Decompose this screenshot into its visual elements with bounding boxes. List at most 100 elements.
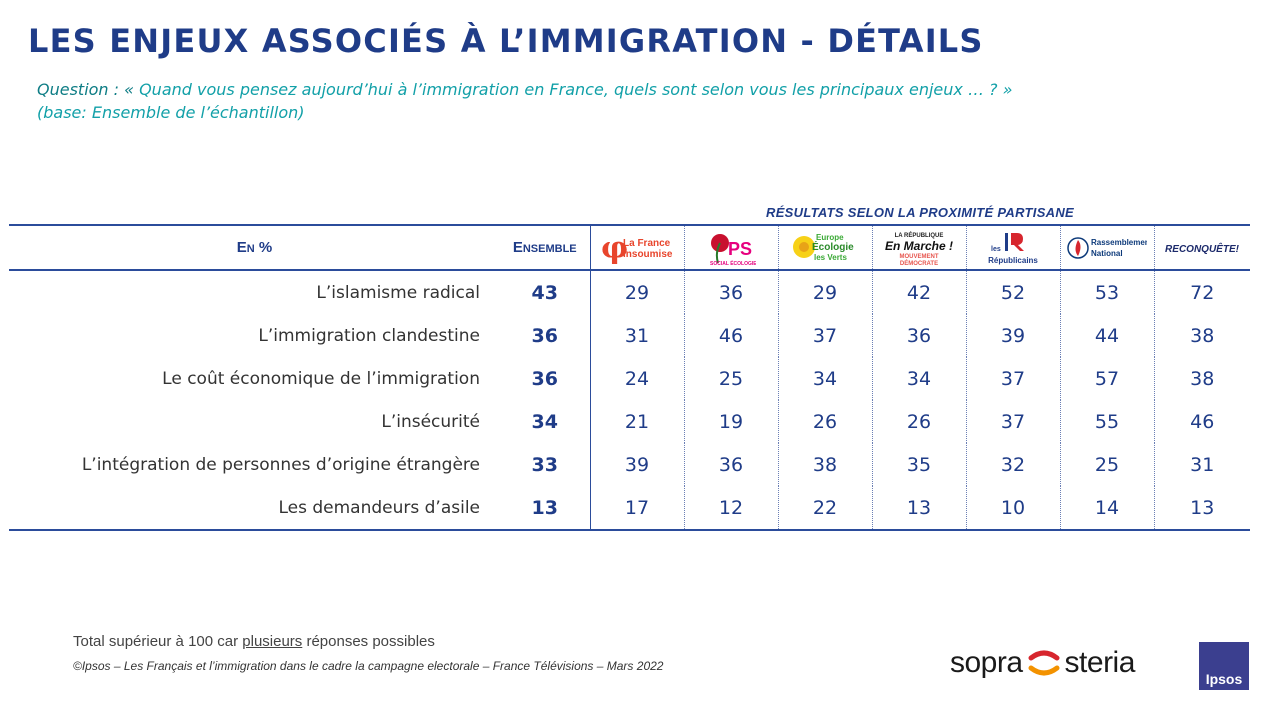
- question-text: Quand vous pensez aujourd’hui à l’immigr…: [134, 80, 1013, 99]
- cell-ps: 25: [683, 357, 778, 400]
- steria-wordmark: steria: [1064, 646, 1136, 679]
- cell-eelv: 38: [777, 443, 872, 486]
- ensemble-value: 13: [500, 486, 590, 531]
- sopra-steria-logo: sopra steria: [950, 646, 1135, 680]
- cell-rn: 57: [1059, 357, 1154, 400]
- logo-reconquete: RECONQUÊTE!: [1153, 224, 1250, 271]
- header-ensemble: Ensemble: [500, 224, 590, 271]
- logo-eelv: Europe Écologie les Verts: [777, 224, 872, 271]
- svg-text:φ: φ: [601, 231, 628, 266]
- logo-en-marche: LA RÉPUBLIQUE En Marche ! MOUVEMENT DÉMO…: [871, 224, 966, 271]
- cell-en-marche: 36: [871, 314, 966, 357]
- en-marche-logo-icon: LA RÉPUBLIQUE En Marche ! MOUVEMENT DÉMO…: [885, 231, 953, 267]
- cell-reconquete: 72: [1153, 270, 1250, 314]
- page-title: LES ENJEUX ASSOCIÉS À L’IMMIGRATION - DÉ…: [28, 22, 984, 60]
- svg-text:DÉMOCRATE: DÉMOCRATE: [900, 259, 938, 267]
- sopra-steria-swirl-icon: [1028, 650, 1060, 676]
- svg-text:les Verts: les Verts: [814, 253, 847, 262]
- cell-lr: 37: [965, 357, 1060, 400]
- logo-ps: PS SOCIAL ÉCOLOGIE: [683, 224, 778, 271]
- cell-en-marche: 26: [871, 400, 966, 443]
- svg-text:SOCIAL ÉCOLOGIE: SOCIAL ÉCOLOGIE: [710, 259, 756, 267]
- footnote-after: réponses possibles: [302, 633, 435, 650]
- reconquete-logo-icon: RECONQUÊTE!: [1165, 242, 1240, 255]
- cell-reconquete: 38: [1153, 357, 1250, 400]
- cell-rn: 44: [1059, 314, 1154, 357]
- row-label: L’insécurité: [381, 411, 480, 432]
- cell-lr: 32: [965, 443, 1060, 486]
- cell-eelv: 34: [777, 357, 872, 400]
- ensemble-value: 34: [531, 410, 558, 433]
- cell-ps: 46: [683, 314, 778, 357]
- lfi-logo-icon: φ La France insoumise: [601, 231, 673, 266]
- svg-text:les: les: [991, 246, 1001, 253]
- row-label: Le coût économique de l’immigration: [162, 368, 480, 389]
- svg-text:Europe: Europe: [816, 233, 844, 242]
- ensemble-value: 36: [531, 324, 558, 347]
- cell-reconquete: 13: [1153, 486, 1250, 531]
- ipsos-wordmark: Ipsos: [1205, 671, 1243, 687]
- svg-text:Écologie: Écologie: [812, 240, 854, 253]
- cell-lfi: 17: [589, 486, 684, 531]
- cell-lfi: 29: [589, 270, 684, 314]
- cell-lr: 10: [965, 486, 1060, 531]
- copyright: ©Ipsos – Les Français et l’immigration d…: [73, 659, 664, 673]
- cell-lfi: 31: [589, 314, 684, 357]
- cell-reconquete: 31: [1153, 443, 1250, 486]
- question-base: (base: Ensemble de l’échantillon): [37, 103, 305, 122]
- svg-text:En Marche !: En Marche !: [885, 239, 953, 253]
- cell-eelv: 22: [777, 486, 872, 531]
- table-subtitle: RÉSULTATS SELON LA PROXIMITÉ PARTISANE: [766, 205, 1075, 220]
- cell-en-marche: 34: [871, 357, 966, 400]
- svg-text:PS: PS: [728, 239, 752, 259]
- row-label: L’intégration de personnes d’origine étr…: [81, 454, 480, 475]
- cell-ps: 36: [683, 270, 778, 314]
- svg-text:Républicains: Républicains: [988, 256, 1038, 265]
- svg-text:National: National: [1091, 249, 1123, 258]
- footnote-before: Total supérieur à 100 car: [73, 633, 243, 650]
- cell-lfi: 24: [589, 357, 684, 400]
- footnote: Total supérieur à 100 car plusieurs répo…: [73, 633, 435, 650]
- cell-rn: 53: [1059, 270, 1154, 314]
- row-label: L’immigration clandestine: [258, 325, 480, 346]
- sopra-wordmark: sopra: [950, 646, 1023, 679]
- cell-ps: 36: [683, 443, 778, 486]
- cell-lfi: 39: [589, 443, 684, 486]
- logo-rassemblement-national: Rassemblement National: [1059, 224, 1154, 271]
- ensemble-value: 33: [531, 453, 558, 476]
- cell-en-marche: 35: [871, 443, 966, 486]
- cell-rn: 14: [1059, 486, 1154, 531]
- cell-rn: 25: [1059, 443, 1154, 486]
- table-row: L’intégration de personnes d’origine étr…: [9, 443, 1250, 486]
- logo-les-republicains: les Républicains: [965, 224, 1060, 271]
- cell-eelv: 37: [777, 314, 872, 357]
- table-row: Les demandeurs d’asile 13 17 12 22 13 10…: [9, 486, 1250, 531]
- cell-lfi: 21: [589, 400, 684, 443]
- cell-lr: 39: [965, 314, 1060, 357]
- header-en-pourcent: En %: [9, 224, 500, 271]
- svg-text:MOUVEMENT: MOUVEMENT: [900, 254, 939, 260]
- cell-rn: 55: [1059, 400, 1154, 443]
- cell-reconquete: 38: [1153, 314, 1250, 357]
- svg-text:RECONQUÊTE!: RECONQUÊTE!: [1165, 242, 1240, 255]
- question-lead: Question : «: [37, 80, 134, 99]
- rn-flame-icon: Rassemblement National: [1067, 236, 1147, 259]
- ipsos-logo: Ipsos: [1199, 642, 1249, 690]
- cell-reconquete: 46: [1153, 400, 1250, 443]
- ensemble-value: 36: [531, 367, 558, 390]
- svg-text:La France: La France: [623, 238, 671, 249]
- question-line: Question : « Quand vous pensez aujourd’h…: [37, 78, 1012, 101]
- table-row: L’islamisme radical 43 29 36 29 42 52 53…: [9, 270, 1250, 314]
- table-row: L’insécurité 34 21 19 26 26 37 55 46: [9, 400, 1250, 443]
- row-label: L’islamisme radical: [316, 282, 480, 303]
- cell-ps: 19: [683, 400, 778, 443]
- table-row: L’immigration clandestine 36 31 46 37 36…: [9, 314, 1250, 357]
- cell-en-marche: 13: [871, 486, 966, 531]
- cell-ps: 12: [683, 486, 778, 531]
- table-body: L’islamisme radical 43 29 36 29 42 52 53…: [9, 270, 1250, 531]
- cell-lr: 52: [965, 270, 1060, 314]
- table-header: En % Ensemble φ La France insoumise P: [9, 224, 1250, 271]
- question-block: Question : « Quand vous pensez aujourd’h…: [37, 78, 1012, 124]
- table-row: Le coût économique de l’immigration 36 2…: [9, 357, 1250, 400]
- ps-rose-icon: PS SOCIAL ÉCOLOGIE: [710, 233, 756, 267]
